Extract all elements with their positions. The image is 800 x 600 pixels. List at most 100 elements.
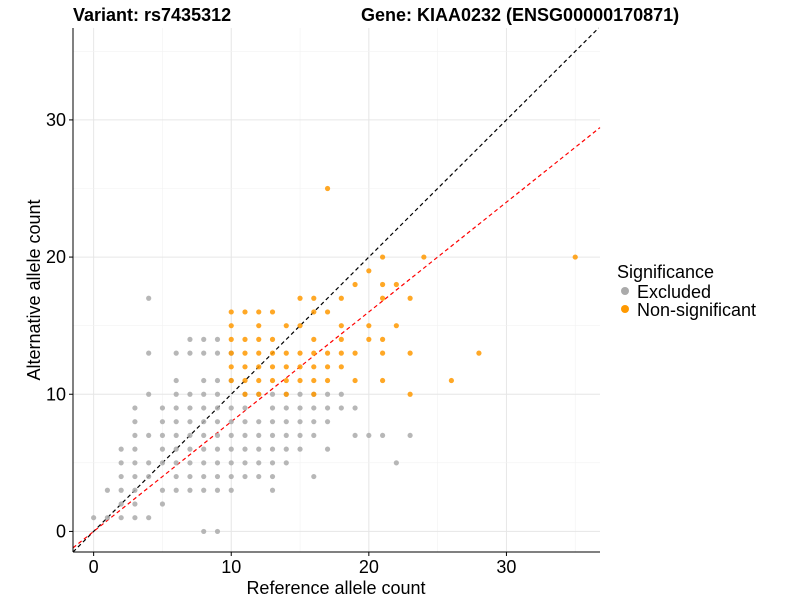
point-non-significant	[352, 350, 358, 356]
point-non-significant	[297, 295, 303, 301]
point-non-significant	[324, 350, 331, 356]
point-excluded	[173, 446, 179, 452]
point-excluded	[269, 473, 276, 480]
point-excluded	[118, 501, 124, 507]
point-non-significant	[256, 309, 262, 315]
point-excluded	[214, 432, 221, 439]
point-excluded	[187, 487, 193, 493]
point-non-significant	[256, 350, 262, 356]
point-non-significant	[283, 391, 289, 397]
point-excluded	[173, 405, 179, 411]
point-excluded	[118, 487, 124, 493]
point-non-significant	[242, 391, 248, 397]
point-non-significant	[269, 336, 276, 342]
point-non-significant	[393, 281, 399, 288]
point-excluded	[201, 377, 207, 384]
point-non-significant	[228, 364, 234, 370]
point-non-significant	[393, 323, 399, 329]
point-excluded	[214, 377, 221, 384]
point-non-significant	[228, 309, 234, 315]
point-non-significant	[338, 364, 344, 370]
point-non-significant	[297, 377, 303, 384]
point-non-significant	[379, 281, 386, 288]
point-excluded	[256, 473, 262, 480]
point-non-significant	[352, 281, 358, 288]
point-non-significant	[269, 309, 276, 315]
point-excluded	[228, 419, 234, 425]
point-non-significant	[338, 323, 344, 329]
point-excluded	[173, 487, 179, 493]
point-non-significant	[366, 336, 372, 342]
point-excluded	[187, 405, 193, 411]
point-excluded	[379, 432, 386, 439]
point-non-significant	[407, 350, 413, 356]
point-excluded	[159, 419, 166, 425]
point-excluded	[228, 460, 234, 466]
y-tick-label: 10	[46, 384, 66, 404]
point-non-significant	[379, 336, 386, 342]
point-excluded	[269, 460, 276, 466]
point-non-significant	[338, 336, 344, 342]
point-excluded	[311, 419, 317, 425]
point-excluded	[201, 405, 207, 411]
axis-ticks: 0 10 20 30 0 10 20 30	[46, 110, 516, 577]
point-non-significant	[242, 364, 248, 370]
point-excluded	[297, 405, 303, 411]
point-non-significant	[324, 185, 331, 192]
x-tick-label: 20	[359, 557, 379, 577]
point-non-significant	[269, 350, 276, 356]
point-excluded	[132, 432, 138, 439]
point-non-significant	[379, 350, 386, 356]
point-excluded	[214, 487, 221, 493]
point-excluded	[173, 391, 179, 397]
point-excluded	[228, 446, 234, 452]
point-excluded	[352, 432, 358, 439]
y-tick-label: 30	[46, 110, 66, 130]
point-excluded	[311, 432, 317, 439]
point-non-significant	[283, 323, 289, 329]
point-non-significant	[366, 268, 372, 274]
point-excluded	[146, 295, 152, 301]
point-non-significant	[256, 336, 262, 342]
point-excluded	[269, 432, 276, 439]
point-excluded	[214, 391, 221, 397]
point-excluded	[173, 419, 179, 425]
point-non-significant	[311, 336, 317, 342]
point-excluded	[201, 473, 207, 480]
point-non-significant	[242, 309, 248, 315]
point-excluded	[228, 473, 234, 480]
point-non-significant	[256, 391, 262, 397]
point-excluded	[283, 405, 289, 411]
x-tick-label: 0	[89, 557, 99, 577]
point-excluded	[187, 336, 193, 342]
point-excluded	[159, 501, 166, 507]
point-excluded	[146, 515, 152, 521]
point-excluded	[187, 446, 193, 452]
point-excluded	[269, 446, 276, 452]
point-non-significant	[269, 364, 276, 370]
point-excluded	[214, 460, 221, 466]
x-tick-label: 30	[496, 557, 516, 577]
x-axis-title: Reference allele count	[246, 578, 425, 598]
point-excluded	[228, 487, 234, 493]
data-points	[91, 185, 578, 535]
point-non-significant	[379, 295, 386, 301]
point-excluded	[269, 487, 276, 493]
point-non-significant	[324, 364, 331, 370]
point-excluded	[201, 391, 207, 397]
point-excluded	[132, 446, 138, 452]
point-excluded	[269, 419, 276, 425]
point-excluded	[366, 432, 372, 439]
point-excluded	[132, 473, 138, 480]
point-non-significant	[366, 323, 372, 329]
point-excluded	[338, 405, 344, 411]
y-axis-title: Alternative allele count	[24, 199, 44, 380]
point-excluded	[159, 432, 166, 439]
point-non-significant	[311, 350, 317, 356]
point-non-significant	[379, 377, 386, 384]
point-non-significant	[379, 254, 386, 260]
point-excluded	[324, 446, 331, 452]
point-excluded	[228, 405, 234, 411]
point-excluded	[352, 405, 358, 411]
point-excluded	[283, 446, 289, 452]
